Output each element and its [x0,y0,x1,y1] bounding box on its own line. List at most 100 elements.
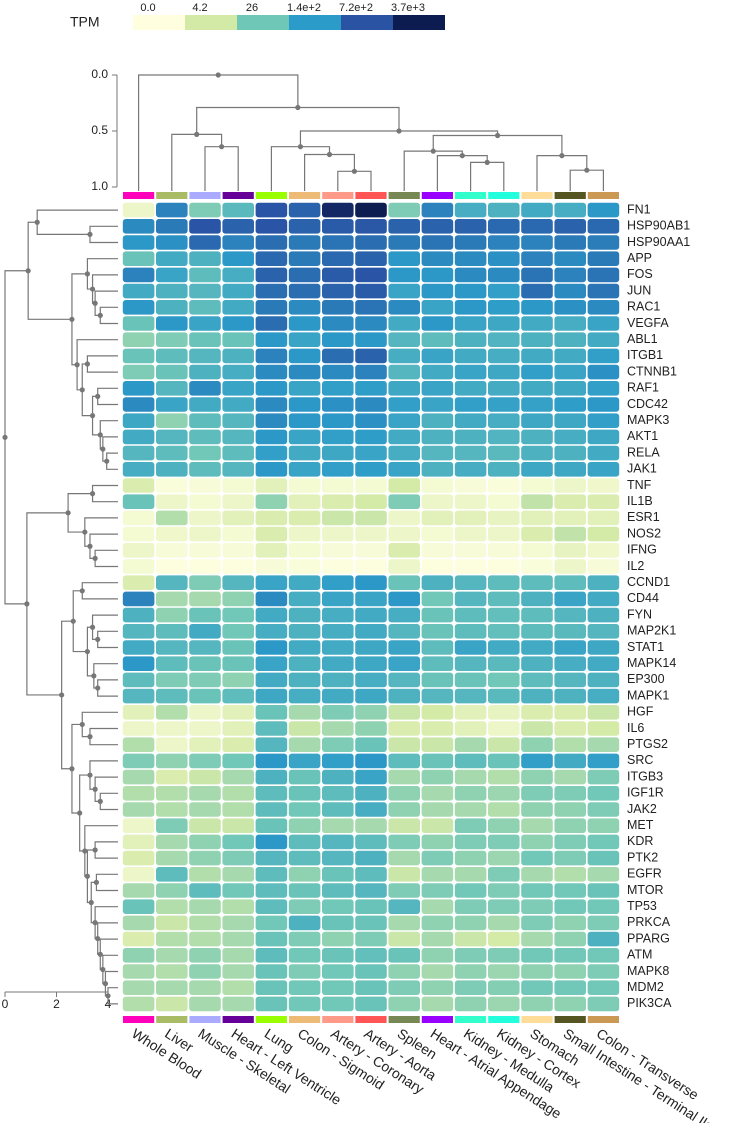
heatmap-cell [355,753,387,769]
gene-label: MET [627,818,654,832]
heatmap-cell [122,445,155,461]
heatmap-cell [554,251,586,266]
heatmap-cell [355,526,387,542]
heatmap-cell [189,850,221,866]
heatmap-cell [255,737,288,752]
heatmap-cell [288,575,321,590]
heatmap-cell [255,364,288,380]
heatmap-cell [488,413,520,428]
heatmap-cell [388,867,420,882]
gene-label: FOS [627,267,653,281]
heatmap-cell [554,672,586,688]
heatmap-cell [189,802,221,817]
heatmap-cell [222,348,254,364]
heatmap-cell [322,202,354,218]
heatmap-cell [156,559,188,574]
heatmap-cell [554,964,586,979]
heatmap-cell [255,381,288,396]
tissue-color-bar [488,1016,520,1023]
heatmap-cell [122,883,155,898]
heatmap-cell [355,445,387,461]
heatmap-cell [587,721,620,736]
heatmap-cell [355,656,387,671]
heatmap-cell [554,364,586,380]
heatmap-cell [222,980,254,995]
gene-label: ESR1 [627,510,660,524]
heatmap-cell [255,397,288,412]
heatmap-cell [521,510,553,526]
heatmap-cell [521,672,553,688]
heatmap-cell [288,964,321,979]
heatmap-cell [587,948,620,963]
heatmap-cell [255,219,288,234]
heatmap-cell [156,656,188,671]
heatmap-cell [322,300,354,315]
heatmap-cell [322,980,354,995]
heatmap-cell [222,899,254,914]
heatmap-cell [122,397,155,412]
heatmap-cell [355,235,387,250]
heatmap-cell [454,381,487,396]
heatmap-cell [521,413,553,428]
heatmap-cell [388,753,420,769]
heatmap-cell [587,980,620,995]
heatmap-cell [122,219,155,234]
heatmap-cell [189,478,221,493]
heatmap-cell [156,899,188,914]
dendrogram-link [99,306,118,325]
dendrogram-link [99,792,118,811]
tissue-label: Small Intestine - Terminal Ileum [561,1025,733,1123]
gene-label: ITGB1 [627,348,663,362]
heatmap-cell [454,364,487,380]
heatmap-cell [554,996,586,1012]
heatmap-cell [388,575,420,590]
heatmap-cell [587,883,620,898]
heatmap-cell [355,802,387,817]
heatmap-cell [222,478,254,493]
dendrogram-link [4,270,29,605]
heatmap-cell [189,251,221,266]
heatmap-cell [488,688,520,704]
heatmap-cell [189,786,221,801]
heatmap-cell [322,429,354,445]
heatmap-cell [521,883,553,898]
heatmap-cell [521,721,553,736]
heatmap-cell [222,397,254,412]
heatmap-cell [488,656,520,671]
heatmap-cell [122,364,155,380]
heatmap-cell [521,300,553,315]
heatmap-cell [421,445,454,461]
heatmap-cell [189,672,221,688]
heatmap-cell [454,494,487,509]
heatmap-cell [255,543,288,558]
heatmap-cell [454,656,487,671]
heatmap-cell [355,834,387,850]
dendrogram-link [94,290,118,316]
heatmap-cell [156,316,188,331]
heatmap-cell [587,656,620,671]
heatmap-cell [554,559,586,574]
heatmap-cell [255,591,288,607]
heatmap-cell [454,818,487,833]
heatmap-cell [421,769,454,785]
heatmap-cell [322,445,354,461]
heatmap-cell [388,300,420,315]
heatmap-cell [388,283,420,299]
heatmap-cell [454,883,487,898]
gene-label: FYN [627,607,652,621]
heatmap-cell [355,462,387,477]
heatmap-cell [488,850,520,866]
heatmap-cell [521,737,553,752]
heatmap-cell [554,429,586,445]
heatmap-cell [488,332,520,347]
heatmap-cell [454,802,487,817]
colorbar-block [289,15,341,30]
heatmap-cell [421,478,454,493]
heatmap-cell [488,721,520,736]
heatmap-cell [454,316,487,331]
heatmap-cell [355,300,387,315]
heatmap-cell [189,915,221,931]
heatmap-cell [322,867,354,882]
heatmap-cell [454,445,487,461]
heatmap-cell [554,753,586,769]
